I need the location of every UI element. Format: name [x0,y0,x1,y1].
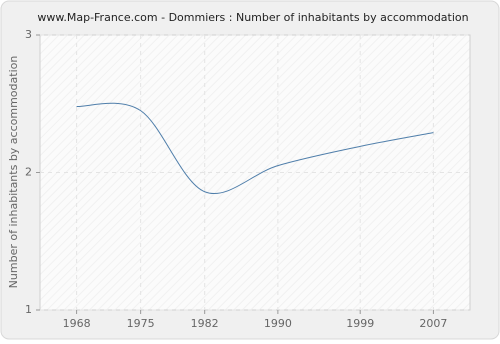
y-tick-label: 2 [25,166,32,179]
y-axis-label: Number of inhabitants by accommodation [7,56,20,289]
x-tick-label: 1968 [63,317,91,330]
x-tick-label: 1982 [191,317,219,330]
plot-area [39,34,471,311]
y-tick-label: 1 [25,303,32,316]
x-tick-label: 1990 [264,317,292,330]
x-tick-label: 2007 [419,317,447,330]
line [76,102,434,194]
chart-title: www.Map-France.com - Dommiers : Number o… [37,11,468,24]
y-tick-label: 3 [25,28,32,41]
x-tick-label: 1975 [127,317,155,330]
x-tick-label: 1999 [346,317,374,330]
